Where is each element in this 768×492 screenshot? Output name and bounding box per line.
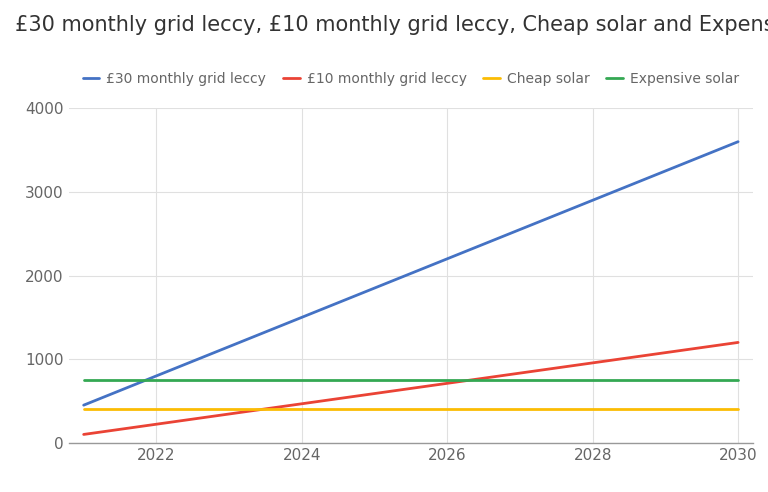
Expensive solar (733, 377, 743, 383)
Expensive solar (615, 377, 624, 383)
£30 monthly grid leccy (733, 139, 743, 145)
£10 monthly grid leccy (733, 339, 743, 345)
Cheap solar (468, 406, 478, 412)
Cheap solar (718, 406, 727, 412)
Line: £30 monthly grid leccy: £30 monthly grid leccy (84, 142, 738, 405)
£30 monthly grid leccy (433, 260, 442, 266)
£30 monthly grid leccy (390, 277, 399, 283)
£10 monthly grid leccy (433, 382, 442, 388)
£10 monthly grid leccy (468, 377, 478, 383)
Expensive solar (394, 377, 403, 383)
Expensive solar (718, 377, 727, 383)
Cheap solar (79, 406, 88, 412)
£10 monthly grid leccy (394, 387, 403, 393)
£30 monthly grid leccy (79, 402, 88, 408)
Expensive solar (390, 377, 399, 383)
Legend: £30 monthly grid leccy, £10 monthly grid leccy, Cheap solar, Expensive solar: £30 monthly grid leccy, £10 monthly grid… (83, 72, 739, 86)
Cheap solar (433, 406, 442, 412)
Cheap solar (733, 406, 743, 412)
£30 monthly grid leccy (468, 246, 478, 251)
Cheap solar (615, 406, 624, 412)
£10 monthly grid leccy (79, 431, 88, 437)
Text: £30 monthly grid leccy, £10 monthly grid leccy, Cheap solar and Expensive solar: £30 monthly grid leccy, £10 monthly grid… (15, 15, 768, 35)
£30 monthly grid leccy (718, 145, 727, 151)
£10 monthly grid leccy (718, 341, 727, 347)
Expensive solar (79, 377, 88, 383)
£10 monthly grid leccy (615, 356, 624, 362)
Line: £10 monthly grid leccy: £10 monthly grid leccy (84, 342, 738, 434)
Cheap solar (390, 406, 399, 412)
£30 monthly grid leccy (394, 276, 403, 281)
£30 monthly grid leccy (615, 186, 624, 192)
£10 monthly grid leccy (390, 388, 399, 394)
Expensive solar (468, 377, 478, 383)
Cheap solar (394, 406, 403, 412)
Expensive solar (433, 377, 442, 383)
